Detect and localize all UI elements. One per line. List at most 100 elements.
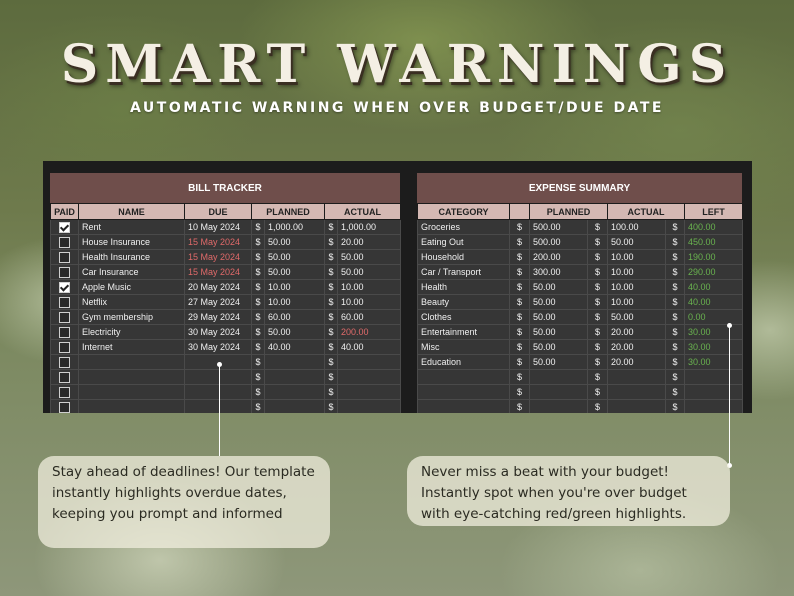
paid-cell — [50, 249, 79, 265]
table-row: Netflix 27 May 2024 $10.00 $10.00 — [50, 294, 402, 310]
currency-symbol: $ — [586, 219, 609, 235]
paid-checkbox[interactable] — [59, 311, 70, 323]
planned-cell — [529, 399, 588, 413]
left-cell — [684, 384, 744, 400]
paid-checkbox[interactable] — [59, 281, 70, 293]
planned-cell — [263, 369, 326, 385]
left-cell: 30.00 — [684, 339, 744, 355]
currency-symbol: $ — [324, 294, 339, 310]
planned-cell — [529, 369, 588, 385]
paid-checkbox[interactable] — [59, 326, 70, 338]
category-cell: Clothes — [417, 309, 510, 325]
paid-checkbox[interactable] — [59, 341, 70, 353]
overdue-callout: Stay ahead of deadlines! Our template in… — [38, 456, 330, 548]
actual-cell: 10.00 — [607, 294, 667, 310]
bill-name-cell — [78, 354, 185, 370]
currency-symbol: $ — [665, 339, 686, 355]
paid-checkbox[interactable] — [59, 371, 70, 383]
category-cell: Groceries — [417, 219, 510, 235]
planned-cell: 50.00 — [263, 264, 326, 280]
actual-cell — [607, 399, 667, 413]
actual-cell: 40.00 — [337, 339, 402, 355]
due-date-cell — [184, 384, 252, 400]
currency-symbol: $ — [251, 369, 265, 385]
expense-summary-panel: EXPENSE SUMMARY CATEGORY PLANNED ACTUAL … — [417, 173, 744, 413]
paid-checkbox[interactable] — [59, 296, 70, 308]
currency-symbol: $ — [509, 384, 530, 400]
currency-symbol: $ — [324, 324, 339, 340]
col-header-actual: ACTUAL — [324, 203, 402, 220]
planned-cell: 500.00 — [529, 234, 588, 250]
currency-symbol: $ — [586, 399, 609, 413]
planned-cell: 50.00 — [529, 339, 588, 355]
col-header-name: NAME — [78, 203, 185, 220]
col-header-planned: PLANNED — [250, 203, 326, 220]
actual-cell — [337, 399, 402, 413]
paid-checkbox[interactable] — [59, 386, 70, 398]
currency-symbol: $ — [509, 339, 530, 355]
paid-checkbox[interactable] — [59, 221, 70, 233]
actual-cell: 50.00 — [607, 309, 667, 325]
table-row: Apple Music 20 May 2024 $10.00 $10.00 — [50, 279, 402, 295]
due-date-cell — [184, 369, 252, 385]
bill-name-cell — [78, 399, 185, 413]
left-cell: 30.00 — [684, 354, 744, 370]
currency-symbol: $ — [665, 264, 686, 280]
category-cell: Car / Transport — [417, 264, 510, 280]
bill-name-cell: Gym membership — [78, 309, 185, 325]
currency-symbol: $ — [586, 309, 609, 325]
actual-cell: 20.00 — [337, 234, 402, 250]
due-date-cell: 30 May 2024 — [184, 324, 252, 340]
actual-cell: 100.00 — [607, 219, 667, 235]
left-callout-dot — [217, 362, 222, 367]
paid-checkbox[interactable] — [59, 251, 70, 263]
right-callout-end-dot — [727, 463, 732, 468]
col-header-category: CATEGORY — [417, 203, 510, 220]
currency-symbol: $ — [586, 279, 609, 295]
currency-symbol: $ — [509, 369, 530, 385]
paid-cell — [50, 354, 79, 370]
currency-symbol: $ — [251, 384, 265, 400]
actual-cell: 20.00 — [607, 354, 667, 370]
currency-symbol: $ — [509, 264, 530, 280]
planned-cell: 50.00 — [529, 279, 588, 295]
planned-cell: 10.00 — [263, 279, 326, 295]
paid-checkbox[interactable] — [59, 401, 70, 413]
paid-checkbox[interactable] — [59, 236, 70, 248]
actual-cell: 10.00 — [607, 264, 667, 280]
category-cell: Eating Out — [417, 234, 510, 250]
currency-symbol: $ — [251, 324, 265, 340]
paid-checkbox[interactable] — [59, 266, 70, 278]
paid-cell — [50, 324, 79, 340]
planned-cell: 50.00 — [263, 249, 326, 265]
paid-cell — [50, 279, 79, 295]
currency-symbol: $ — [509, 219, 530, 235]
page-title: SMART WARNINGS — [60, 34, 734, 95]
left-cell — [684, 399, 744, 413]
actual-cell: 60.00 — [337, 309, 402, 325]
currency-symbol: $ — [251, 309, 265, 325]
table-row: Rent 10 May 2024 $1,000.00 $1,000.00 — [50, 219, 402, 235]
currency-symbol: $ — [324, 234, 339, 250]
paid-cell — [50, 219, 79, 235]
paid-checkbox[interactable] — [59, 356, 70, 368]
due-date-cell: 10 May 2024 — [184, 219, 252, 235]
currency-symbol: $ — [665, 369, 686, 385]
bill-name-cell — [78, 369, 185, 385]
planned-cell: 50.00 — [529, 324, 588, 340]
paid-cell — [50, 384, 79, 400]
table-row: Groceries $500.00 $100.00 $400.00 — [417, 219, 744, 235]
budget-callout: Never miss a beat with your budget! Inst… — [407, 456, 730, 526]
planned-cell — [263, 354, 326, 370]
currency-symbol: $ — [665, 324, 686, 340]
actual-cell: 10.00 — [607, 249, 667, 265]
bill-name-cell — [78, 384, 185, 400]
currency-symbol: $ — [665, 354, 686, 370]
currency-symbol: $ — [251, 294, 265, 310]
actual-cell — [337, 384, 402, 400]
currency-symbol: $ — [509, 279, 530, 295]
planned-cell — [529, 384, 588, 400]
due-date-cell: 15 May 2024 — [184, 234, 252, 250]
bill-name-cell: Electricity — [78, 324, 185, 340]
currency-symbol: $ — [586, 369, 609, 385]
